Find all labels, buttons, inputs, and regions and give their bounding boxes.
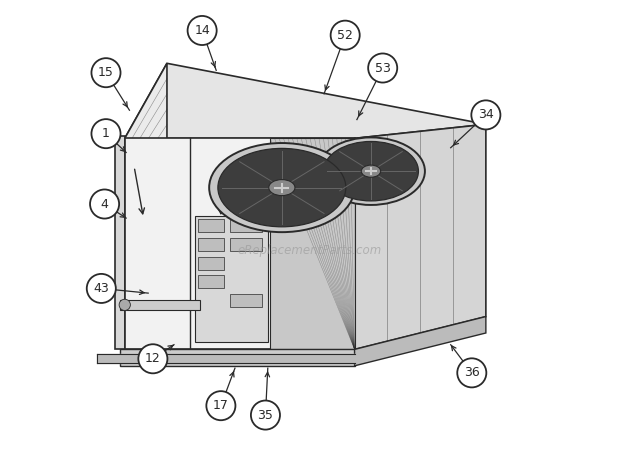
Ellipse shape bbox=[218, 148, 346, 227]
Bar bbox=[198, 219, 224, 232]
Text: 14: 14 bbox=[194, 24, 210, 37]
Polygon shape bbox=[195, 216, 268, 342]
Text: 1: 1 bbox=[102, 127, 110, 140]
Ellipse shape bbox=[269, 180, 295, 196]
Polygon shape bbox=[125, 63, 167, 349]
Text: 35: 35 bbox=[257, 408, 273, 422]
Circle shape bbox=[91, 58, 120, 87]
Circle shape bbox=[330, 21, 360, 50]
Text: 17: 17 bbox=[213, 399, 229, 412]
Polygon shape bbox=[355, 124, 486, 349]
Polygon shape bbox=[270, 138, 355, 349]
Polygon shape bbox=[125, 63, 486, 138]
Text: 53: 53 bbox=[374, 61, 391, 75]
Ellipse shape bbox=[209, 143, 355, 232]
Text: 36: 36 bbox=[464, 366, 480, 379]
Text: eReplacementParts.com: eReplacementParts.com bbox=[238, 244, 382, 257]
Circle shape bbox=[368, 53, 397, 83]
Bar bbox=[230, 219, 262, 232]
Circle shape bbox=[138, 344, 167, 373]
Text: 12: 12 bbox=[145, 352, 161, 365]
Text: 34: 34 bbox=[478, 108, 494, 121]
Circle shape bbox=[119, 299, 130, 310]
Polygon shape bbox=[125, 138, 355, 349]
Ellipse shape bbox=[361, 165, 381, 177]
Ellipse shape bbox=[324, 142, 418, 201]
Bar bbox=[198, 238, 224, 251]
Circle shape bbox=[188, 16, 216, 45]
Circle shape bbox=[251, 401, 280, 430]
Text: 15: 15 bbox=[98, 66, 114, 79]
Text: 43: 43 bbox=[94, 282, 109, 295]
Bar bbox=[198, 257, 224, 270]
Text: 4: 4 bbox=[100, 197, 108, 211]
Polygon shape bbox=[115, 136, 125, 349]
Polygon shape bbox=[120, 349, 355, 366]
Ellipse shape bbox=[317, 137, 425, 205]
Polygon shape bbox=[120, 300, 200, 310]
Circle shape bbox=[458, 358, 486, 387]
Circle shape bbox=[91, 119, 120, 148]
Bar bbox=[230, 294, 262, 307]
Circle shape bbox=[87, 274, 116, 303]
Circle shape bbox=[90, 189, 119, 219]
Circle shape bbox=[471, 100, 500, 129]
Polygon shape bbox=[355, 317, 486, 366]
Bar bbox=[198, 275, 224, 288]
Text: 52: 52 bbox=[337, 29, 353, 42]
Bar bbox=[230, 238, 262, 251]
Circle shape bbox=[206, 391, 236, 420]
